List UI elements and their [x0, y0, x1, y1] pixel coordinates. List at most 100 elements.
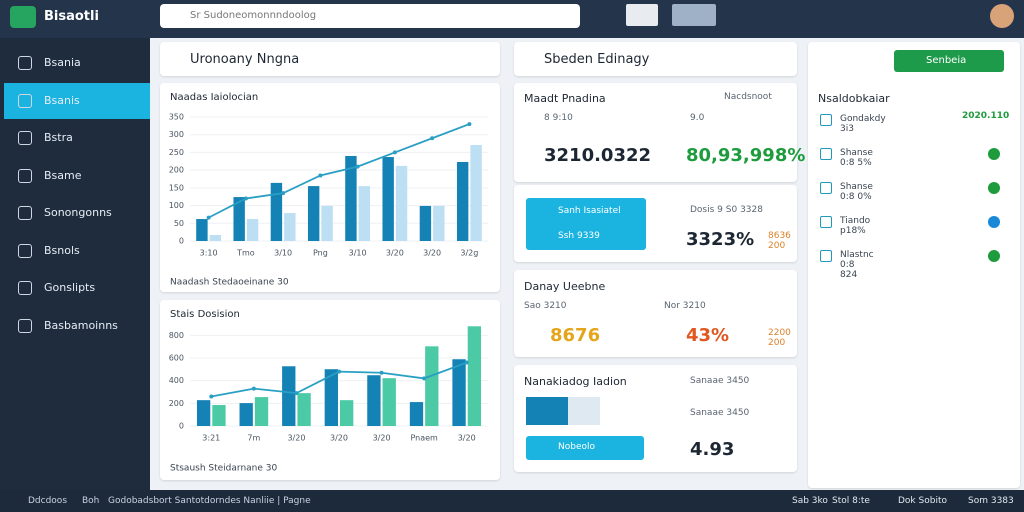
avatar[interactable] [990, 4, 1014, 28]
nav-label: Gonslipts [44, 281, 96, 294]
button-sub: Ssh 9339 [558, 231, 600, 241]
status-text: Sab 3ko [792, 496, 828, 506]
bar [382, 157, 394, 241]
small-value: Dosis 9 S0 3328 [690, 205, 763, 215]
small-value: Sao 3210 [524, 301, 567, 311]
x-tick-label: Png [313, 249, 328, 258]
list-icon [820, 250, 832, 262]
chart-title: Naadas Iaiolocian [170, 92, 258, 103]
nav-icon [18, 56, 32, 70]
card-link[interactable]: Nacdsnoot [724, 92, 772, 102]
big-value: 3210.0322 [544, 145, 652, 166]
status-bar [0, 490, 1024, 512]
chart: Stais Dosision Stsaush Steidarnane 30 0 200… [169, 309, 488, 474]
bar [433, 205, 445, 241]
action-button[interactable]: Sanh Isasiatel Ssh 9339 [526, 198, 646, 250]
action-button[interactable]: Nobeolo [526, 436, 644, 460]
nav-item[interactable]: Gonslipts [4, 270, 150, 306]
y-tick-label: 600 [169, 354, 184, 363]
note: 8636 200 [768, 231, 791, 251]
list-header: Nsaldobkaiar [818, 92, 890, 105]
nav-item[interactable]: Sonongonns [4, 195, 150, 231]
x-tick-label: 7m [247, 434, 260, 443]
nav-icon [18, 131, 32, 145]
y-tick-label: 150 [169, 183, 184, 192]
list-icon [820, 216, 832, 228]
tool-button[interactable] [626, 4, 658, 26]
y-tick-label: 400 [169, 376, 184, 385]
nav-item[interactable]: Bsame [4, 158, 150, 194]
nav-label: Bsania [44, 56, 81, 69]
line-point [294, 391, 299, 396]
big-value: 80,93,998% [686, 145, 806, 166]
nav-label: Basbamoinns [44, 318, 118, 332]
app-name: Bisaotli [44, 9, 99, 24]
header-panel: Sbeden Edinagy [514, 42, 797, 76]
chart-panel: Naadas Iaiolocian Naadash Stedaoeinane 30… [160, 83, 500, 292]
bar [467, 326, 482, 426]
nav-item[interactable]: Basbamoinns [4, 308, 150, 344]
x-tick-label: 3/20 [458, 434, 476, 443]
line-point [379, 370, 384, 375]
y-tick-label: 0 [179, 237, 184, 246]
bar [395, 165, 408, 241]
nav-item[interactable]: Bstra [4, 120, 150, 156]
small-value: Nor 3210 [664, 301, 706, 311]
line-point [318, 173, 323, 178]
bar [324, 369, 338, 426]
big-value: 8676 [550, 325, 601, 346]
card: Danay Ueebne Sao 3210 Nor 3210 8676 43% … [514, 270, 797, 357]
y-tick-label: 100 [169, 201, 184, 210]
y-tick-label: 0 [179, 422, 184, 431]
nav-item[interactable]: Bsania [4, 45, 150, 81]
x-tick-label: 3/20 [423, 249, 441, 258]
button-label: Nobeolo [558, 442, 596, 452]
bar [239, 403, 253, 426]
status-dot [988, 216, 1000, 228]
big-value: 43% [686, 325, 730, 346]
x-tick-label: 3/20 [330, 434, 348, 443]
y-tick-label: 350 [169, 113, 184, 122]
nav-icon [18, 281, 32, 295]
x-tick-label: 3/10 [274, 249, 292, 258]
bar [212, 405, 226, 426]
card-title: Maadt Pnadina [524, 92, 606, 105]
bar [307, 186, 320, 241]
nav-label: Sonongonns [44, 206, 112, 219]
search-panel: Uronoany Nngna [160, 42, 500, 76]
x-tick-label: 3:10 [200, 249, 218, 258]
bar [470, 144, 482, 241]
big-value: 4.93 [690, 439, 735, 460]
small-value: Sanaae 3450 [690, 408, 750, 418]
y-tick-label: 200 [169, 399, 184, 408]
list-label: Shanse 0:8 5% [840, 148, 873, 168]
list-icon [820, 148, 832, 160]
bar [382, 378, 396, 426]
bar [321, 205, 333, 241]
list-label: Shanse 0:8 0% [840, 182, 873, 202]
line-point [243, 196, 248, 201]
bar [233, 197, 245, 241]
logo [10, 6, 36, 28]
x-tick-label: 3/20 [386, 249, 404, 258]
x-tick-label: Tmo [236, 249, 255, 258]
list-icon [820, 182, 832, 194]
progress [526, 397, 600, 425]
line-point [209, 394, 214, 399]
list-label: Gondakdy 3i3 [840, 114, 886, 134]
nav-item[interactable]: Bsanis [4, 82, 150, 119]
line-point [281, 191, 286, 196]
x-tick-label: 3/10 [349, 249, 367, 258]
primary-button[interactable]: Senbeia [894, 50, 1004, 72]
search-box[interactable]: Sr Sudoneomonnndoolog [160, 4, 580, 28]
bar [452, 359, 466, 426]
bar [209, 234, 222, 241]
chart-title: Stais Dosision [170, 309, 240, 320]
status-text: Godobadsbort Santotdorndes Nanliie | Pag… [108, 496, 311, 506]
list-label: Nlastnc 0:8 824 [840, 250, 874, 280]
line-point [467, 122, 472, 127]
line-point [206, 215, 211, 220]
tool-button[interactable] [672, 4, 716, 26]
nav-item[interactable]: Bsnols [4, 233, 150, 269]
small-value: 9.0 [690, 113, 705, 123]
